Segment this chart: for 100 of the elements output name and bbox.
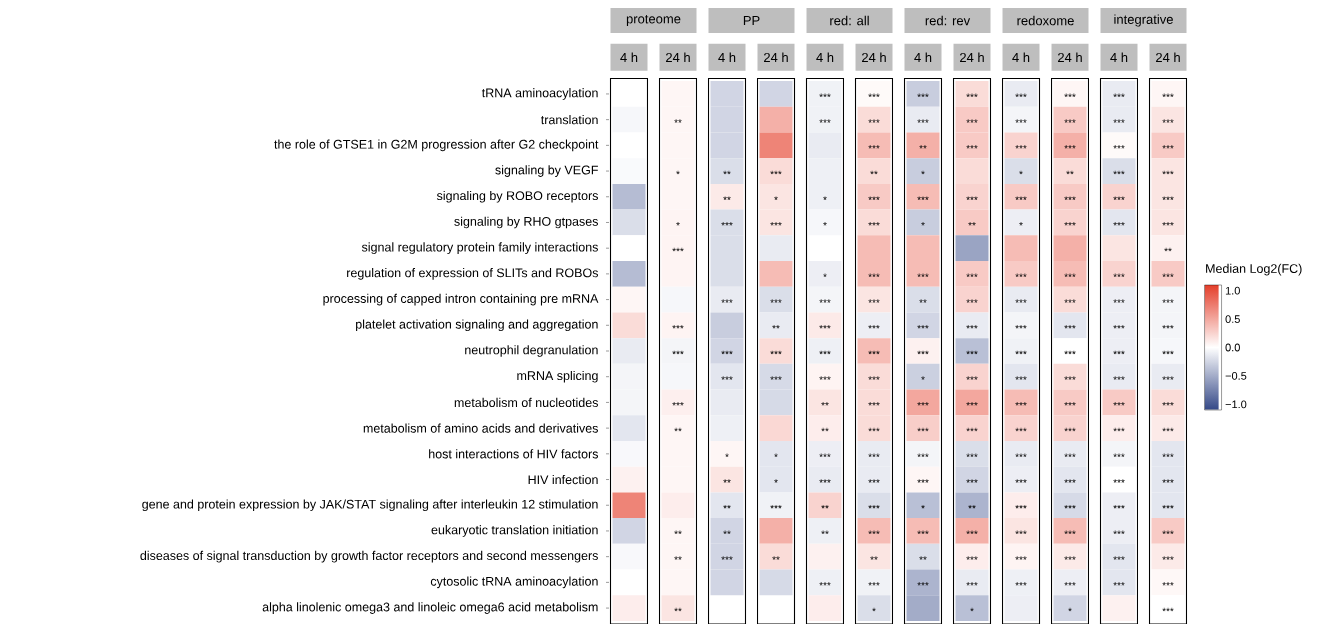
data-label: *** <box>1064 350 1076 355</box>
data-label: ** <box>919 556 927 560</box>
data-label: *** <box>1064 119 1076 123</box>
y-tick-label: signaling by RHO gtpases <box>454 216 598 229</box>
data-label: *** <box>917 479 929 483</box>
data-label: *** <box>1015 273 1027 278</box>
data-label: *** <box>1064 93 1076 98</box>
y-tick-label: platelet activation signaling and aggregation <box>356 319 598 332</box>
data-label: * <box>823 222 827 226</box>
data-label: *** <box>721 222 733 226</box>
data-label: *** <box>1015 582 1027 586</box>
y-tick-label: host interactions of HIV factors <box>429 449 598 459</box>
x-tick-label: 24 h <box>764 52 788 63</box>
data-label: *** <box>770 376 782 380</box>
data-label: *** <box>1113 427 1125 432</box>
data-label: *** <box>721 376 733 380</box>
data-label: *** <box>917 324 929 329</box>
data-label: ** <box>723 530 731 535</box>
x-tick-label: 4 h <box>914 52 932 63</box>
y-tick-label: processing of capped intron containing pre mRNA <box>323 293 599 306</box>
y-tick-label: eukaryotic translation initiation <box>431 525 598 537</box>
data-label: *** <box>966 196 978 200</box>
y-tick-label: neutrophil degranulation <box>465 345 598 357</box>
data-label: *** <box>1113 402 1125 406</box>
data-label: *** <box>672 324 684 329</box>
text: red: all <box>830 15 869 26</box>
data-label: *** <box>1015 427 1027 432</box>
data-label: *** <box>1064 427 1076 432</box>
data-label: *** <box>1015 530 1027 535</box>
data-label: *** <box>868 93 880 98</box>
data-label: ** <box>1164 247 1172 252</box>
data-label: *** <box>917 427 929 432</box>
data-label: *** <box>1064 504 1076 509</box>
x-tick-label: 4 h <box>1110 52 1128 63</box>
data-label: *** <box>868 119 880 123</box>
data-label: * <box>774 196 778 200</box>
data-label: *** <box>1113 170 1125 175</box>
x-tick-label: 24 h <box>862 52 886 63</box>
text: PP <box>743 16 760 25</box>
data-label: *** <box>1015 479 1027 483</box>
data-label: *** <box>1113 530 1125 535</box>
data-label: *** <box>770 170 782 175</box>
data-label: *** <box>1113 119 1125 123</box>
text: redoxome <box>1017 15 1074 26</box>
y-tick-label: signaling by ROBO receptors <box>436 190 598 203</box>
data-label: *** <box>1064 376 1076 380</box>
y-tick-label: HIV infection <box>528 474 598 485</box>
data-label: * <box>921 170 925 175</box>
data-label: ** <box>723 170 731 175</box>
data-label: *** <box>1015 376 1027 380</box>
data-label: *** <box>1162 427 1174 432</box>
data-label: *** <box>1113 196 1125 200</box>
data-label: *** <box>1064 556 1076 560</box>
data-label: * <box>921 376 925 380</box>
data-label: *** <box>819 453 831 457</box>
data-label: *** <box>917 402 929 406</box>
data-label: *** <box>1064 273 1076 278</box>
data-label: *** <box>966 93 978 98</box>
text: integrative <box>1114 14 1173 27</box>
data-label: *** <box>819 93 831 98</box>
data-label: *** <box>721 556 733 560</box>
data-label: *** <box>966 273 978 278</box>
x-tick-label: 24 h <box>1156 52 1180 63</box>
data-label: *** <box>1113 324 1125 329</box>
data-label: *** <box>1162 504 1174 509</box>
data-label: ** <box>968 504 976 509</box>
data-label: ** <box>821 530 829 535</box>
data-label: ** <box>674 556 682 560</box>
data-label: *** <box>819 479 831 483</box>
data-label: *** <box>966 324 978 329</box>
data-label: *** <box>917 196 929 200</box>
data-label: * <box>823 196 827 200</box>
y-tick-label: diseases of signal transduction by growth factor receptors and second messengers <box>140 550 598 563</box>
data-label: *** <box>721 350 733 355</box>
data-label: *** <box>1162 273 1174 278</box>
data-label: *** <box>1113 376 1125 380</box>
data-label: *** <box>868 299 880 303</box>
data-label: *** <box>868 376 880 380</box>
data-label: ** <box>772 324 780 329</box>
data-label: *** <box>917 350 929 355</box>
data-label: *** <box>672 350 684 355</box>
data-label: * <box>774 453 778 457</box>
data-label: *** <box>868 479 880 483</box>
y-tick-label: metabolism of amino acids and derivatives <box>363 423 598 433</box>
data-label: ** <box>821 504 829 509</box>
x-tick-label: 24 h <box>960 52 984 63</box>
color-bar-label: −1.0 <box>1225 400 1247 409</box>
data-label: ** <box>674 530 682 535</box>
data-label: *** <box>868 530 880 535</box>
data-label: *** <box>1162 402 1174 406</box>
color-bar-label: −0.5 <box>1225 372 1247 380</box>
data-label: *** <box>819 350 831 355</box>
data-label: *** <box>819 324 831 329</box>
data-label: *** <box>966 530 978 535</box>
data-label: *** <box>1015 504 1027 509</box>
y-tick-label: gene and protein expression by JAK/STAT signaling after interleukin 12 stimulation <box>142 499 598 512</box>
x-tick-label: 4 h <box>718 52 736 63</box>
data-label: *** <box>1113 93 1125 98</box>
data-label: *** <box>1162 530 1174 535</box>
color-bar-label: 1.0 <box>1225 286 1240 295</box>
